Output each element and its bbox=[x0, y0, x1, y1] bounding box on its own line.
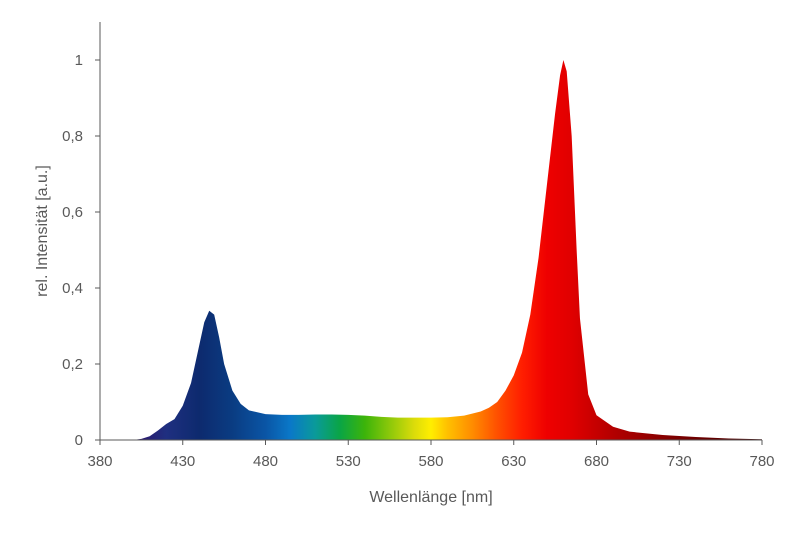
y-tick-label: 0 bbox=[75, 432, 83, 449]
spectrum-fill bbox=[100, 60, 762, 440]
y-axis-ticks: 0 0,2 0,4 0,6 0,8 1 bbox=[62, 52, 100, 449]
y-tick-label: 1 bbox=[75, 52, 83, 69]
plot-area bbox=[100, 60, 762, 440]
x-tick-label: 680 bbox=[584, 453, 609, 470]
x-tick-label: 480 bbox=[253, 453, 278, 470]
y-tick-label: 0,6 bbox=[62, 204, 83, 221]
y-tick-label: 0,8 bbox=[62, 128, 83, 145]
x-tick-label: 380 bbox=[87, 453, 112, 470]
x-tick-label: 530 bbox=[336, 453, 361, 470]
x-tick-label: 630 bbox=[501, 453, 526, 470]
x-axis-title: Wellenlänge [nm] bbox=[369, 489, 492, 506]
x-tick-label: 430 bbox=[170, 453, 195, 470]
x-tick-label: 780 bbox=[749, 453, 774, 470]
y-axis-title: rel. Intensität [a.u.] bbox=[34, 165, 51, 297]
y-tick-label: 0,4 bbox=[62, 280, 83, 297]
y-tick-label: 0,2 bbox=[62, 356, 83, 373]
x-tick-label: 730 bbox=[667, 453, 692, 470]
x-axis-ticks: 380 430 480 530 580 630 680 730 780 bbox=[87, 440, 775, 470]
x-tick-label: 580 bbox=[418, 453, 443, 470]
